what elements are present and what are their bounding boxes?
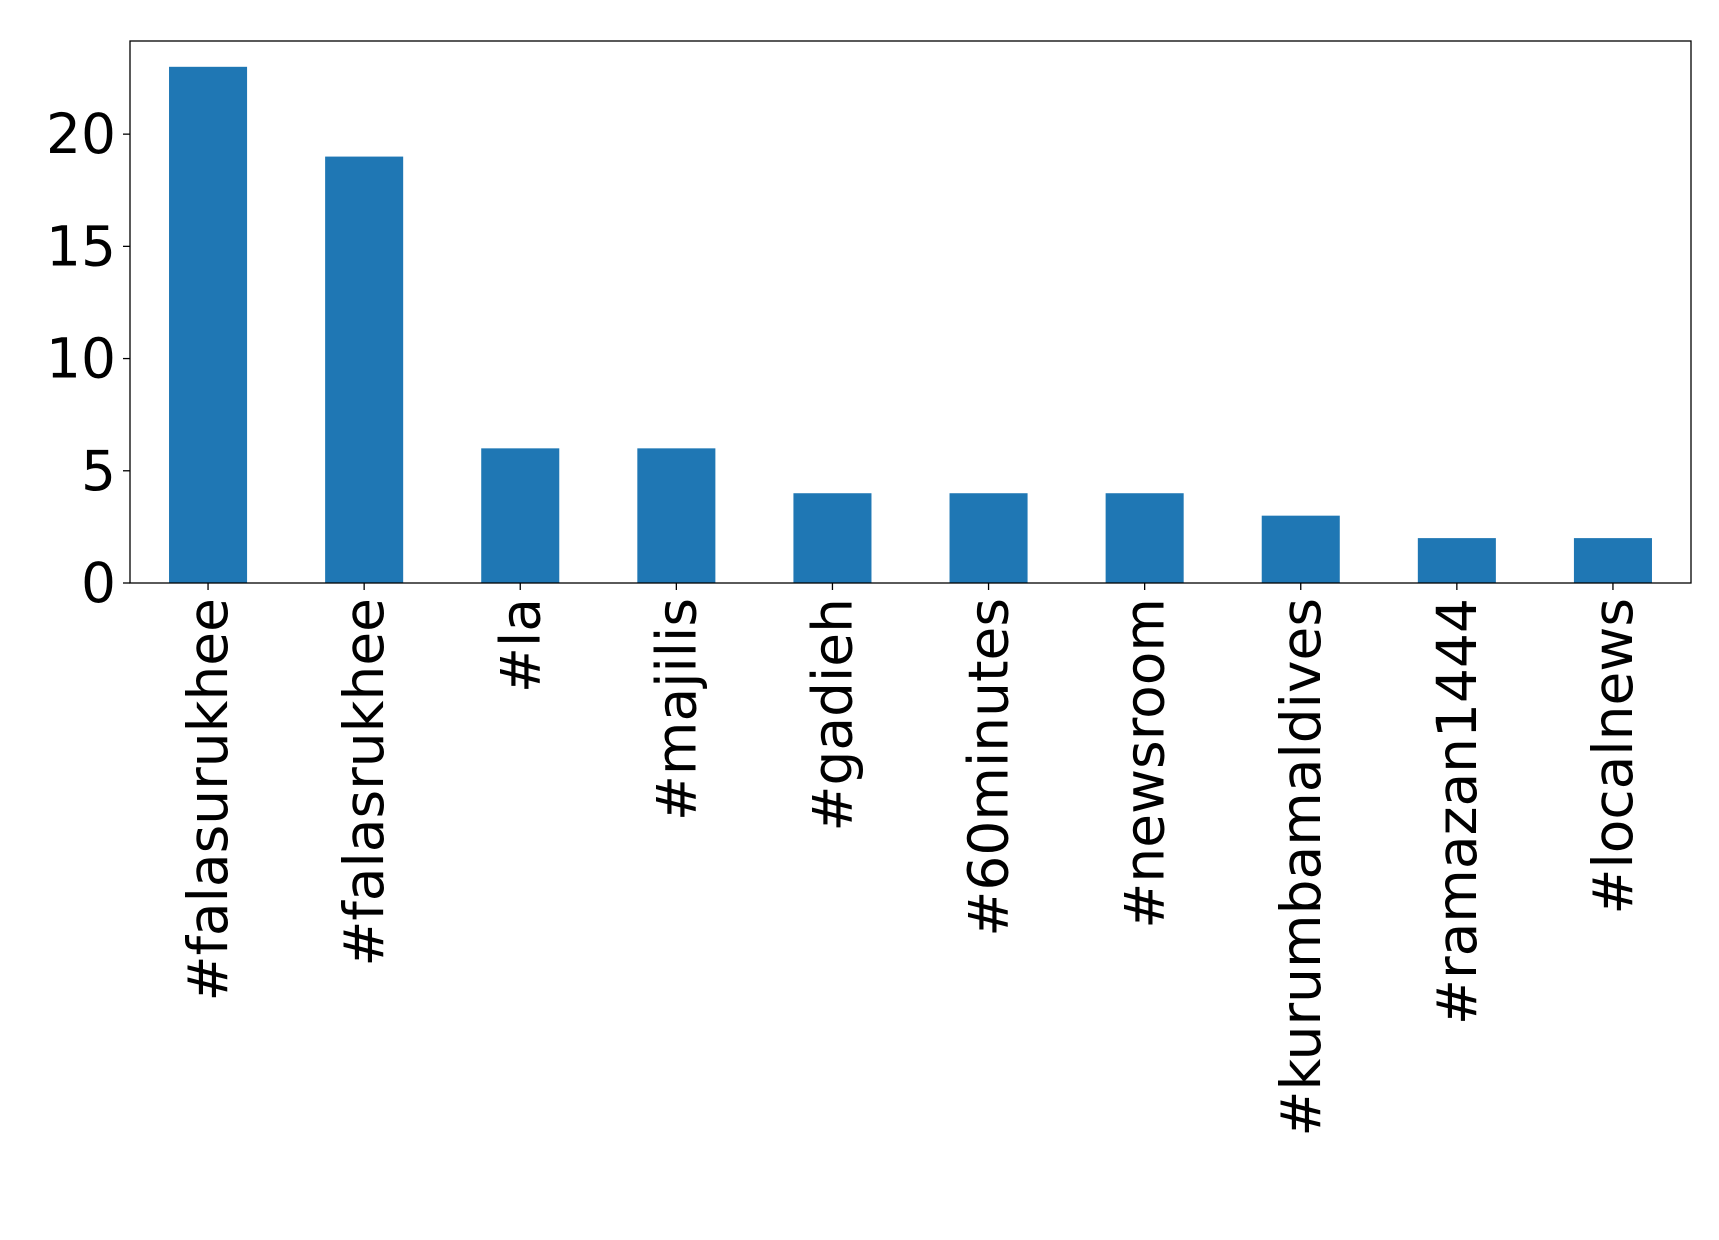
bars-group xyxy=(169,66,1652,584)
x-axis: #falasurukhee #falasrukhee #la #majilis #gad… xyxy=(176,583,1645,1137)
bar-1 xyxy=(325,156,404,583)
bar-9 xyxy=(1573,538,1652,583)
y-tick-label-4: 20 xyxy=(46,102,116,166)
bar-2 xyxy=(481,448,560,583)
y-axis: 0 5 10 15 20 xyxy=(46,102,130,615)
plot-frame xyxy=(129,40,1692,584)
bar-7 xyxy=(1261,515,1340,583)
x-tick-label-2: #la xyxy=(488,598,552,693)
y-tick-label-2: 10 xyxy=(46,327,116,391)
x-tick-label-7: #kurumbamaldives xyxy=(1269,598,1333,1137)
x-tick-label-9: #localnews xyxy=(1581,598,1645,915)
y-tick-label-3: 15 xyxy=(46,214,116,278)
bar-5 xyxy=(949,493,1028,583)
bar-8 xyxy=(1417,538,1496,583)
x-tick-label-1: #falasrukhee xyxy=(332,598,396,967)
bar-3 xyxy=(637,448,716,583)
x-tick-label-3: #majilis xyxy=(644,598,708,821)
bar-0 xyxy=(169,66,248,584)
x-tick-label-5: #60minutes xyxy=(957,598,1021,937)
x-tick-label-0: #falasurukhee xyxy=(176,598,240,1002)
x-tick-label-8: #ramazan1444 xyxy=(1425,598,1489,1025)
y-tick-label-0: 0 xyxy=(81,551,116,615)
y-tick-label-1: 5 xyxy=(81,439,116,503)
bar-4 xyxy=(793,493,872,583)
bar-6 xyxy=(1105,493,1184,583)
x-tick-label-6: #newsroom xyxy=(1113,598,1177,929)
x-tick-label-4: #gadieh xyxy=(800,598,864,832)
